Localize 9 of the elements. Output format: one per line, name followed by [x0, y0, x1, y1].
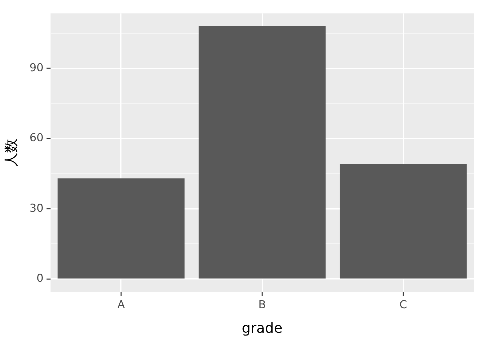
- x-tick-label: A: [118, 298, 126, 312]
- x-tick-label: C: [400, 298, 408, 312]
- x-tick-label: B: [258, 298, 266, 312]
- y-axis-title: 人数: [4, 138, 20, 167]
- y-tick-label: 30: [30, 202, 44, 215]
- y-tick-label: 60: [30, 132, 44, 145]
- x-axis-title: grade: [242, 321, 283, 338]
- y-tick-label: 90: [30, 61, 44, 74]
- y-tick-label: 0: [36, 272, 44, 286]
